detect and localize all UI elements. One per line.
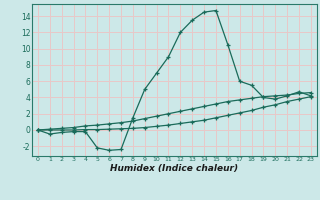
X-axis label: Humidex (Indice chaleur): Humidex (Indice chaleur) (110, 164, 238, 173)
